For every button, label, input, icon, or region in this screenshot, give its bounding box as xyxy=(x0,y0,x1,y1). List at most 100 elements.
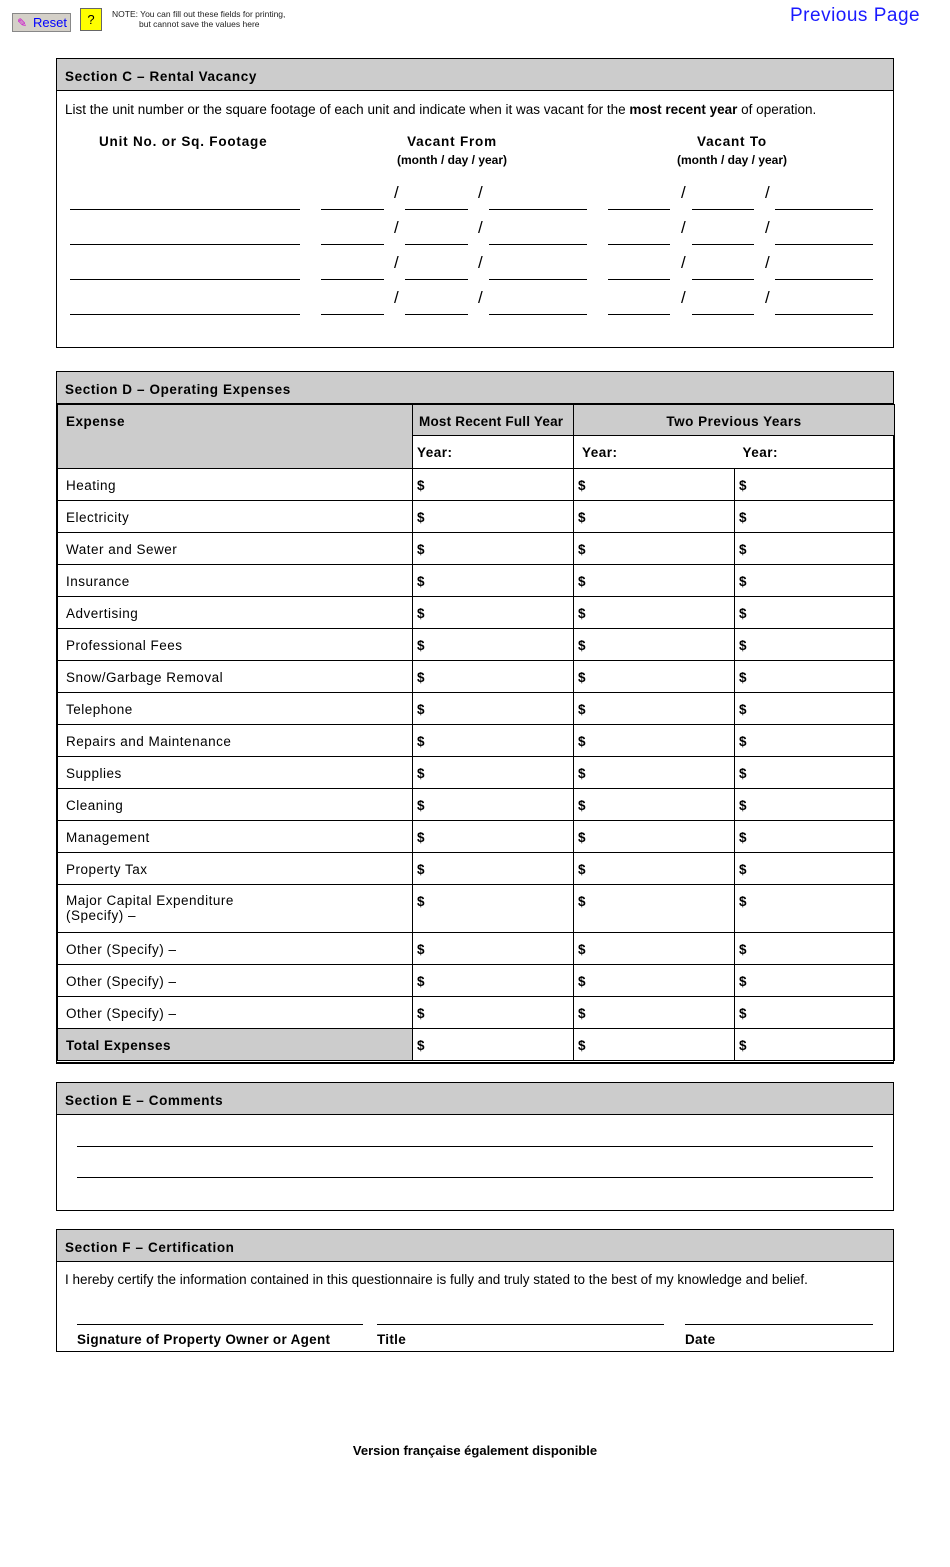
amount-field[interactable]: $ xyxy=(573,932,735,965)
amount-field[interactable]: $ xyxy=(734,964,895,997)
date-field[interactable] xyxy=(489,244,587,245)
amount-field[interactable]: $ xyxy=(734,596,895,629)
date-field[interactable] xyxy=(489,209,587,210)
year-field-prev1[interactable]: Year: xyxy=(573,435,735,469)
expense-label: Supplies xyxy=(57,756,413,789)
table-row: Water and Sewer $ $ $ xyxy=(57,532,895,565)
amount-field[interactable]: $ xyxy=(734,788,895,821)
amount-field[interactable]: $ xyxy=(734,500,895,533)
comment-line-1[interactable] xyxy=(77,1146,873,1147)
amount-field[interactable]: $ xyxy=(412,468,574,501)
amount-field[interactable]: $ xyxy=(573,756,735,789)
date-field[interactable] xyxy=(405,244,468,245)
amount-field[interactable]: $ xyxy=(734,996,895,1029)
date-field[interactable] xyxy=(489,279,587,280)
date-field[interactable] xyxy=(405,209,468,210)
amount-field[interactable]: $ xyxy=(573,996,735,1029)
amount-field[interactable]: $ xyxy=(573,964,735,997)
expense-label: Advertising xyxy=(57,596,413,629)
date-field[interactable] xyxy=(321,279,384,280)
amount-field[interactable]: $ xyxy=(573,596,735,629)
date-field[interactable] xyxy=(692,279,754,280)
amount-field[interactable]: $ xyxy=(412,884,574,933)
amount-field[interactable]: $ xyxy=(734,564,895,597)
date-field[interactable] xyxy=(489,314,587,315)
date-field[interactable] xyxy=(608,314,670,315)
amount-field[interactable]: $ xyxy=(573,1028,735,1061)
amount-field[interactable]: $ xyxy=(573,788,735,821)
unit-field[interactable] xyxy=(70,209,300,210)
date-field[interactable] xyxy=(775,209,873,210)
amount-field[interactable]: $ xyxy=(412,1028,574,1061)
amount-field[interactable]: $ xyxy=(573,564,735,597)
amount-field[interactable]: $ xyxy=(734,820,895,853)
unit-field[interactable] xyxy=(70,279,300,280)
amount-field[interactable]: $ xyxy=(734,660,895,693)
title-field[interactable] xyxy=(377,1324,664,1325)
amount-field[interactable]: $ xyxy=(412,596,574,629)
amount-field[interactable]: $ xyxy=(573,692,735,725)
amount-field[interactable]: $ xyxy=(573,660,735,693)
amount-field[interactable]: $ xyxy=(573,884,735,933)
signature-field[interactable] xyxy=(77,1324,363,1325)
amount-field[interactable]: $ xyxy=(412,692,574,725)
date-field[interactable] xyxy=(685,1324,873,1325)
amount-field[interactable]: $ xyxy=(412,500,574,533)
date-field[interactable] xyxy=(692,209,754,210)
amount-field[interactable]: $ xyxy=(734,884,895,933)
unit-field[interactable] xyxy=(70,244,300,245)
amount-field[interactable]: $ xyxy=(573,532,735,565)
date-field[interactable] xyxy=(608,209,670,210)
unit-field[interactable] xyxy=(70,314,300,315)
date-field[interactable] xyxy=(608,279,670,280)
section-c-instructions: List the unit number or the square foota… xyxy=(65,102,817,117)
date-field[interactable] xyxy=(321,314,384,315)
amount-field[interactable]: $ xyxy=(412,564,574,597)
amount-field[interactable]: $ xyxy=(573,820,735,853)
amount-field[interactable]: $ xyxy=(734,468,895,501)
amount-field[interactable]: $ xyxy=(412,964,574,997)
year-field-prev2[interactable]: Year: xyxy=(734,435,895,469)
comment-line-2[interactable] xyxy=(77,1177,873,1178)
amount-field[interactable]: $ xyxy=(573,468,735,501)
date-field[interactable] xyxy=(692,314,754,315)
date-field[interactable] xyxy=(608,244,670,245)
amount-field[interactable]: $ xyxy=(412,820,574,853)
section-f: Section F – Certification I hereby certi… xyxy=(56,1229,894,1352)
amount-field[interactable]: $ xyxy=(734,724,895,757)
reset-button[interactable]: ✎ Reset xyxy=(12,13,71,32)
help-button[interactable]: ? xyxy=(80,8,102,31)
date-field[interactable] xyxy=(321,209,384,210)
amount-field[interactable]: $ xyxy=(412,628,574,661)
amount-field[interactable]: $ xyxy=(734,852,895,885)
amount-field[interactable]: $ xyxy=(412,532,574,565)
date-field[interactable] xyxy=(775,314,873,315)
amount-field[interactable]: $ xyxy=(412,996,574,1029)
note-text: NOTE: You can fill out these fields for … xyxy=(112,9,286,29)
amount-field[interactable]: $ xyxy=(573,500,735,533)
date-field[interactable] xyxy=(405,314,468,315)
date-field[interactable] xyxy=(321,244,384,245)
date-field[interactable] xyxy=(775,244,873,245)
amount-field[interactable]: $ xyxy=(734,1028,895,1061)
amount-field[interactable]: $ xyxy=(412,788,574,821)
date-field[interactable] xyxy=(775,279,873,280)
amount-field[interactable]: $ xyxy=(734,628,895,661)
date-field[interactable] xyxy=(405,279,468,280)
amount-field[interactable]: $ xyxy=(412,932,574,965)
date-separator: / xyxy=(681,183,686,202)
amount-field[interactable]: $ xyxy=(573,628,735,661)
amount-field[interactable]: $ xyxy=(573,852,735,885)
amount-field[interactable]: $ xyxy=(573,724,735,757)
amount-field[interactable]: $ xyxy=(412,756,574,789)
amount-field[interactable]: $ xyxy=(412,724,574,757)
previous-page-link[interactable]: Previous Page xyxy=(790,5,921,26)
year-field-recent[interactable]: Year: xyxy=(412,435,574,469)
amount-field[interactable]: $ xyxy=(734,692,895,725)
amount-field[interactable]: $ xyxy=(734,532,895,565)
amount-field[interactable]: $ xyxy=(734,932,895,965)
amount-field[interactable]: $ xyxy=(412,852,574,885)
amount-field[interactable]: $ xyxy=(734,756,895,789)
date-field[interactable] xyxy=(692,244,754,245)
amount-field[interactable]: $ xyxy=(412,660,574,693)
